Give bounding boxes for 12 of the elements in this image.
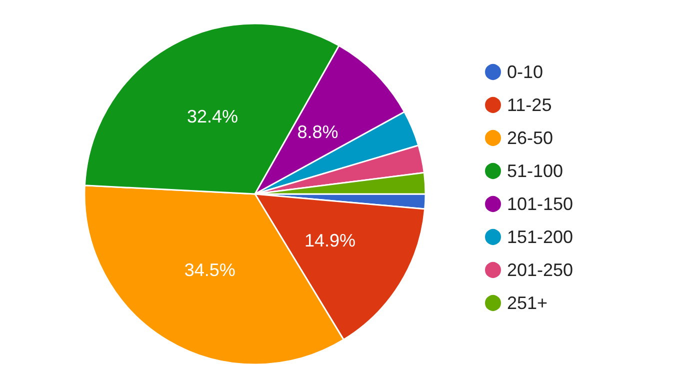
legend-label: 101-150 bbox=[507, 194, 574, 214]
data-label: 32.4% bbox=[186, 106, 238, 127]
data-label: 34.5% bbox=[184, 260, 236, 280]
legend-label: 26-50 bbox=[507, 128, 554, 148]
legend-label: 201-250 bbox=[507, 260, 574, 280]
data-label: 8.8% bbox=[297, 122, 338, 142]
legend-label: 0-10 bbox=[507, 62, 544, 82]
legend-label: 51-100 bbox=[507, 161, 564, 181]
legend-label: 151-200 bbox=[507, 227, 574, 247]
data-label: 14.9% bbox=[304, 230, 356, 251]
legend-label: 11-25 bbox=[507, 95, 552, 115]
legend-label: 251+ bbox=[507, 293, 548, 313]
